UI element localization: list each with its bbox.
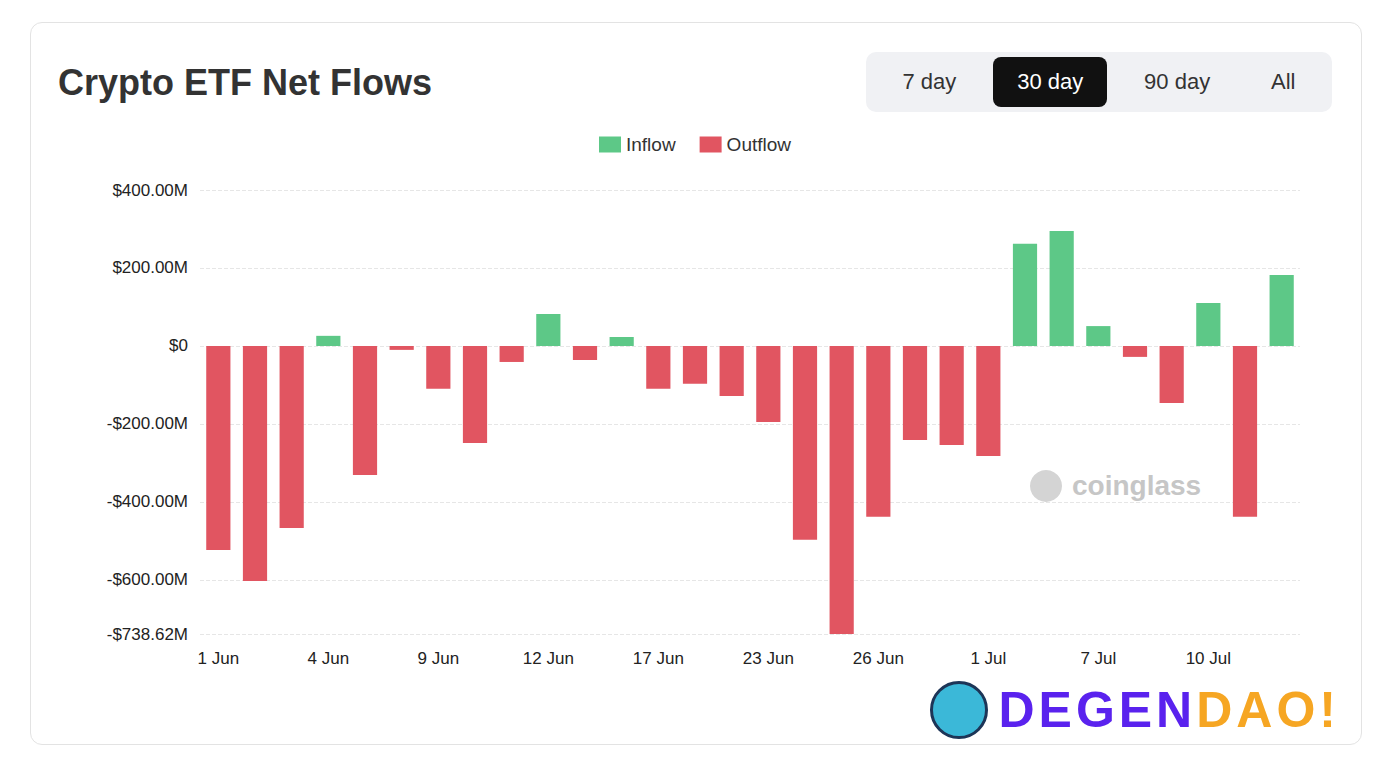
svg-text:1 Jun: 1 Jun xyxy=(198,649,240,668)
svg-text:Outflow: Outflow xyxy=(727,134,792,155)
html-text:7 day: 7 day xyxy=(902,69,957,94)
svg-text:-$600.00M: -$600.00M xyxy=(107,570,188,589)
svg-text:$200.00M: $200.00M xyxy=(112,258,188,277)
svg-text:$0: $0 xyxy=(169,336,188,355)
svg-text:17 Jun: 17 Jun xyxy=(633,649,684,668)
svg-text:4 Jun: 4 Jun xyxy=(308,649,350,668)
svg-text:$400.00M: $400.00M xyxy=(112,181,188,200)
svg-text:-$200.00M: -$200.00M xyxy=(107,414,188,433)
html-text:30 day: 30 day xyxy=(1017,69,1084,94)
svg-text:26 Jun: 26 Jun xyxy=(853,649,904,668)
svg-text:Inflow: Inflow xyxy=(626,134,676,155)
svg-text:coinglass: coinglass xyxy=(1072,470,1201,501)
svg-text:-$400.00M: -$400.00M xyxy=(107,492,188,511)
html-text:All: All xyxy=(1271,69,1296,94)
svg-text:-$738.62M: -$738.62M xyxy=(107,625,188,644)
html-text:Crypto ETF Net Flows: Crypto ETF Net Flows xyxy=(58,62,432,103)
html-text:DEGEN DAO!: DEGEN DAO! xyxy=(998,682,1340,738)
svg-text:12 Jun: 12 Jun xyxy=(523,649,574,668)
html-text:90 day: 90 day xyxy=(1144,69,1211,94)
svg-text:10 Jul: 10 Jul xyxy=(1186,649,1231,668)
svg-text:7 Jul: 7 Jul xyxy=(1080,649,1116,668)
svg-text:23 Jun: 23 Jun xyxy=(743,649,794,668)
svg-text:1 Jul: 1 Jul xyxy=(970,649,1006,668)
svg-text:9 Jun: 9 Jun xyxy=(418,649,460,668)
